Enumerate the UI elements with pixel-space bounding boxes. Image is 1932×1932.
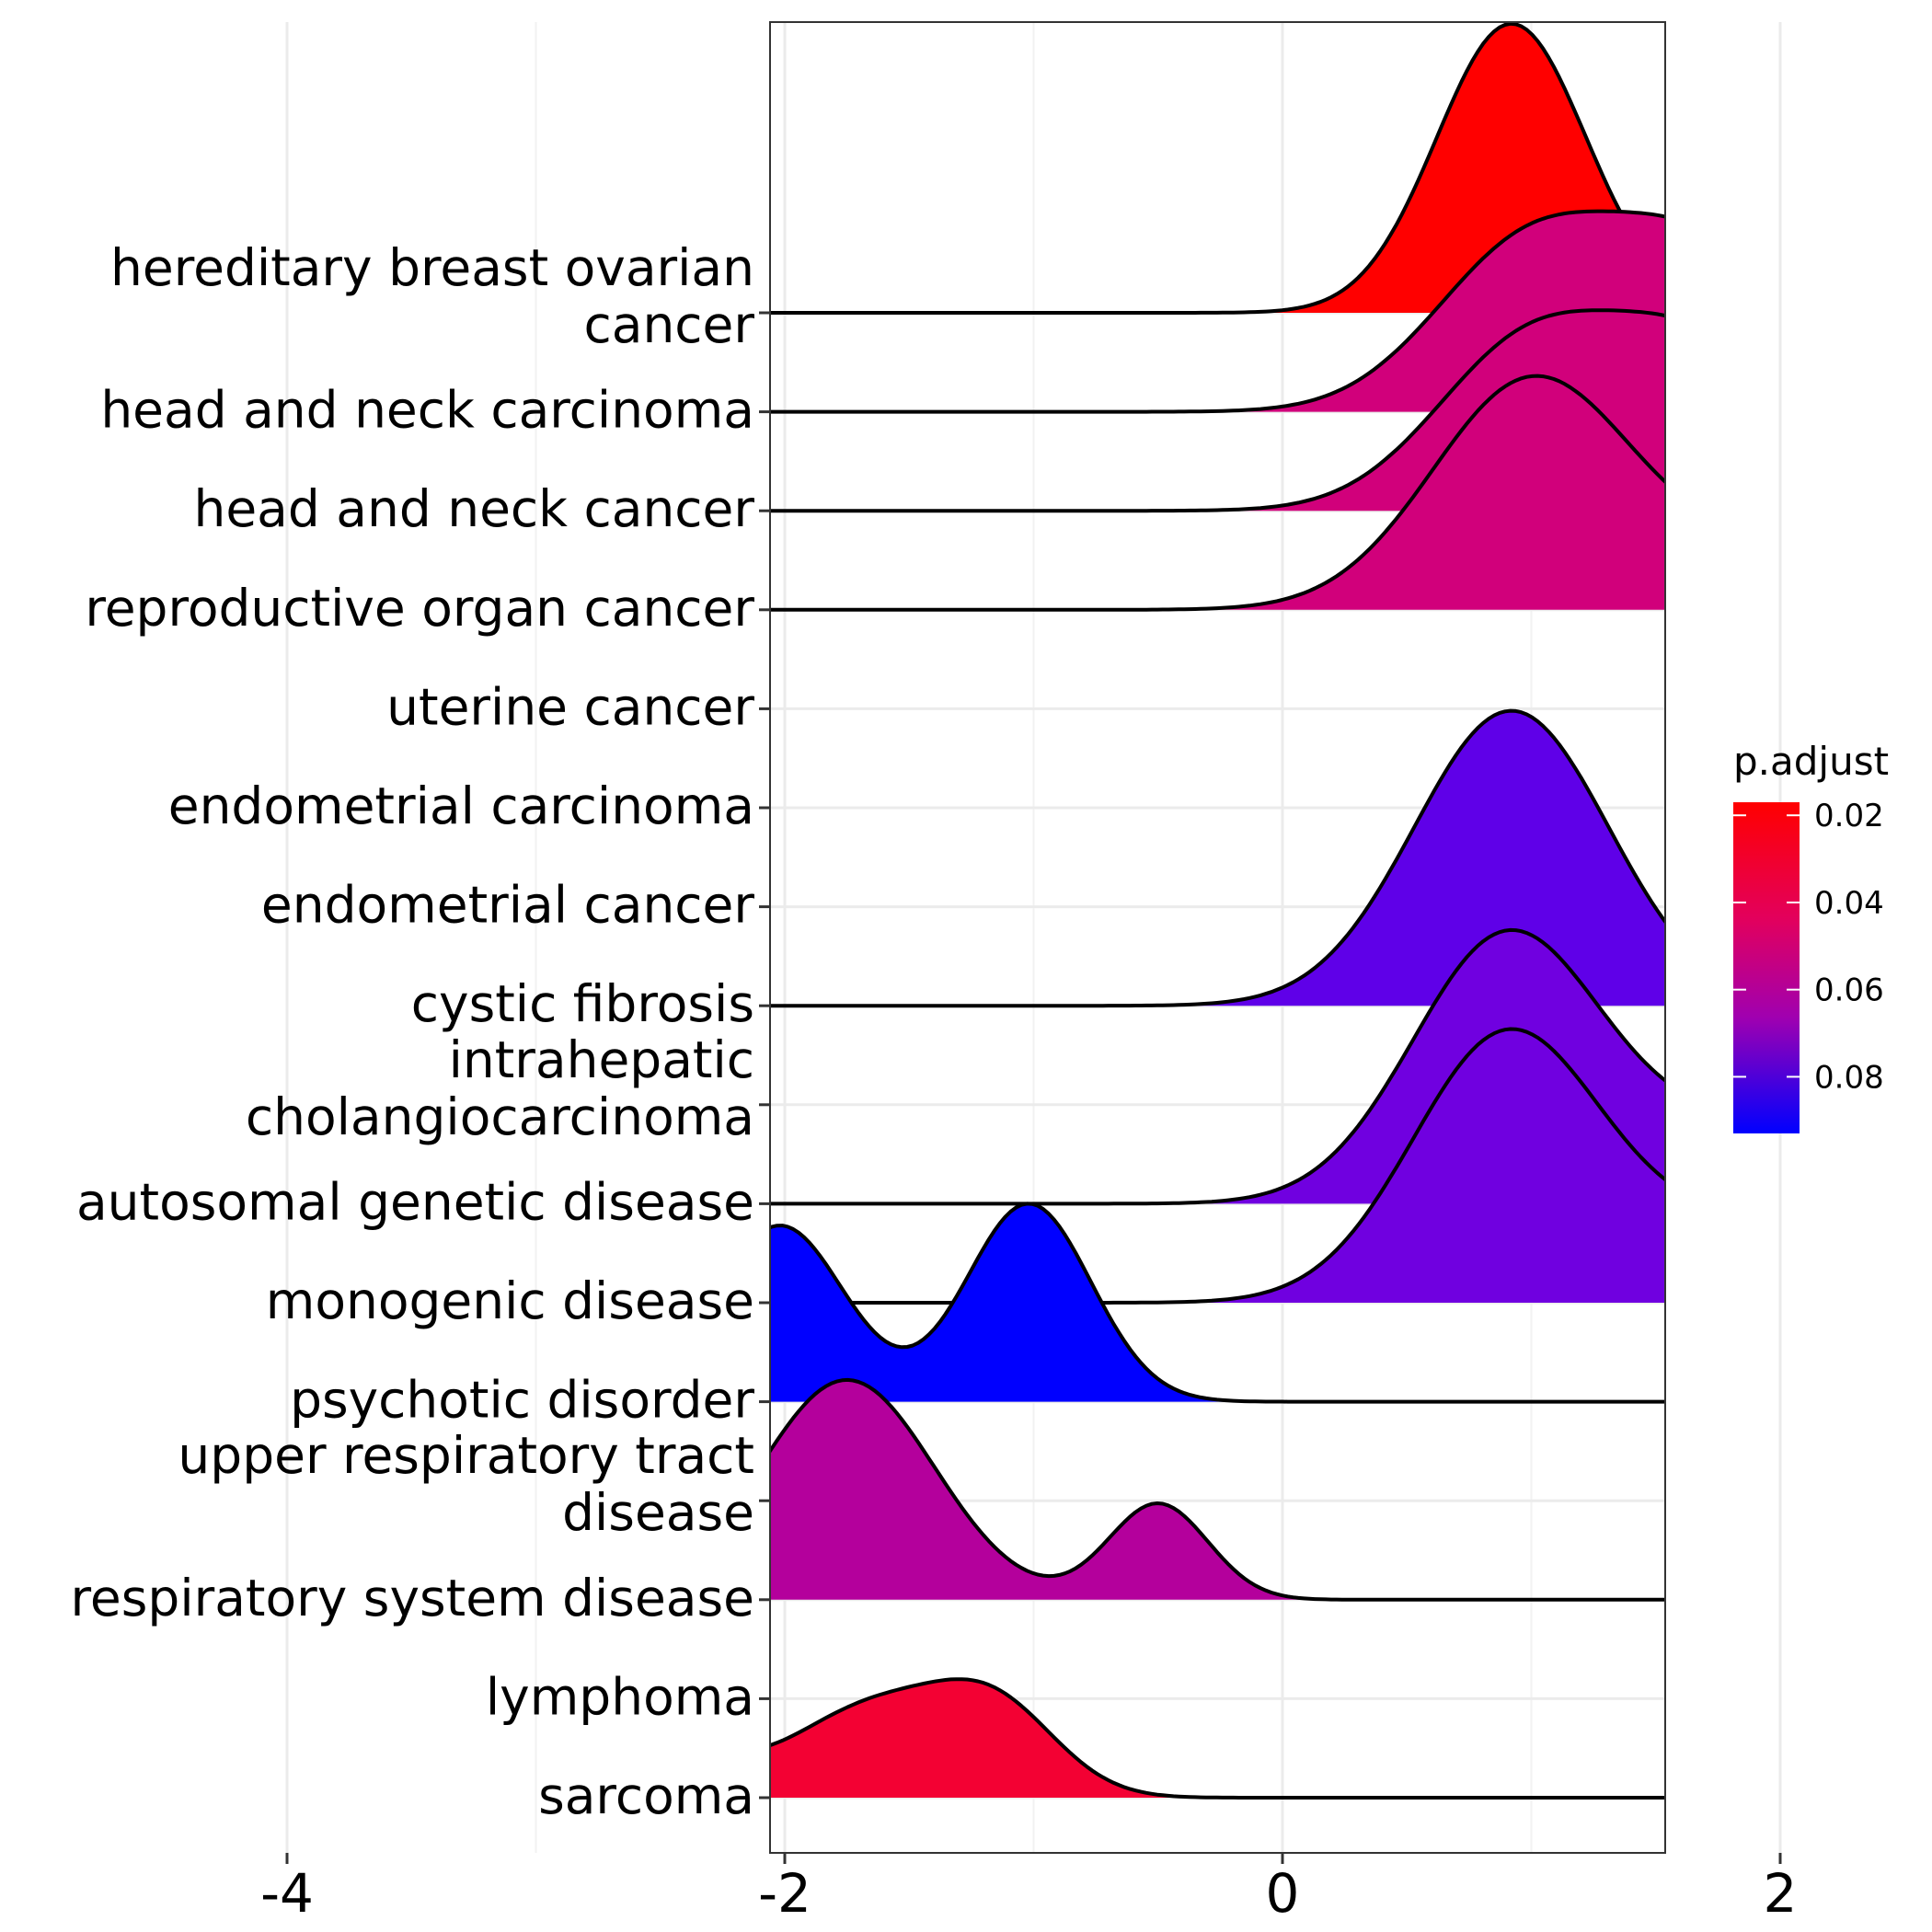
category-label: reproductive organ cancer (85, 579, 754, 638)
ridge-fill (770, 1203, 1665, 1402)
category-label: endometrial cancer (261, 876, 754, 935)
category-label-line: intrahepatic (449, 1030, 754, 1089)
category-label-line: endometrial cancer (261, 876, 754, 935)
ridge-outline (770, 1027, 1665, 1305)
ridge-outline (770, 1377, 1665, 1602)
color-legend: p.adjust 0.02 0.04 0.06 0.08 (1733, 739, 1889, 1133)
x-tick-label: 2 (1764, 1862, 1798, 1925)
category-label: head and neck cancer (193, 479, 754, 538)
category-label: respiratory system disease (71, 1569, 754, 1627)
ridge-outline (770, 708, 1665, 1008)
ridge-fill (770, 211, 1665, 412)
category-label-line: endometrial carcinoma (168, 776, 754, 835)
category-label-line: head and neck carcinoma (100, 381, 754, 440)
category-label-line: sarcoma (538, 1766, 754, 1825)
category-label: uterine cancer (386, 677, 754, 736)
ridge-fill (770, 1679, 1665, 1798)
x-tick-label: -2 (758, 1862, 811, 1925)
category-label-line: psychotic disorder (290, 1371, 754, 1430)
category-label: cystic fibrosis (411, 974, 754, 1033)
ridge-outline (770, 927, 1665, 1206)
ridge-respiratory-system-disease (770, 1377, 1665, 1602)
category-label-line: cancer (584, 295, 755, 354)
legend-colorbar (1733, 802, 1800, 1133)
category-label: head and neck carcinoma (100, 381, 754, 440)
ridge-cystic-fibrosis (770, 708, 1665, 1008)
legend-tick-label: 0.06 (1814, 972, 1884, 1009)
ridge-monogenic-disease (770, 1027, 1665, 1305)
category-label-line: respiratory system disease (71, 1569, 754, 1627)
legend-ticks: 0.02 0.04 0.06 0.08 (1733, 798, 1884, 1096)
category-label-line: lymphoma (486, 1667, 754, 1726)
ridges (770, 22, 1665, 1800)
ridge-head-and-neck-carcinoma (770, 209, 1665, 414)
ridge-outline (770, 209, 1665, 414)
category-label-line: cholangiocarcinoma (246, 1087, 754, 1146)
legend-title: p.adjust (1733, 739, 1889, 784)
ridge-psychotic-disorder (770, 1202, 1665, 1404)
category-label-line: head and neck cancer (193, 479, 754, 538)
ridge-outline (770, 1677, 1665, 1800)
category-label: upper respiratory tract disease (178, 1426, 754, 1542)
category-label-line: disease (562, 1483, 754, 1542)
legend-tick-label: 0.04 (1814, 885, 1884, 922)
panel-border (769, 21, 1666, 1854)
category-label: lymphoma (486, 1667, 754, 1726)
category-label: psychotic disorder (290, 1371, 754, 1430)
category-label-line: upper respiratory tract (178, 1426, 754, 1485)
ridge-outline (770, 22, 1665, 315)
legend-tick-label: 0.08 (1814, 1059, 1884, 1096)
ridge-sarcoma (770, 1677, 1665, 1800)
ridge-reproductive-organ-cancer (770, 374, 1665, 612)
category-label-line: autosomal genetic disease (76, 1172, 754, 1231)
ridge-fill (770, 375, 1665, 610)
y-axis: sarcoma lymphoma respiratory system diseas… (71, 238, 770, 1825)
category-label: hereditary breast ovarian cancer (110, 238, 754, 354)
ridge-fill (770, 710, 1665, 1006)
x-axis: -4 -2 0 2 (260, 1853, 1797, 1925)
category-label-line: hereditary breast ovarian (110, 238, 754, 297)
ridge-hereditary-breast-ovarian-cancer (770, 22, 1665, 315)
x-tick-label: 0 (1266, 1862, 1300, 1925)
category-label: monogenic disease (266, 1271, 754, 1330)
x-tick-label: -4 (260, 1862, 314, 1925)
category-label-line: uterine cancer (386, 677, 754, 736)
category-label: autosomal genetic disease (76, 1172, 754, 1231)
ridge-outline (770, 308, 1665, 513)
legend-tick-label: 0.02 (1814, 798, 1884, 834)
category-label-line: reproductive organ cancer (85, 579, 754, 638)
ridge-outline (770, 374, 1665, 612)
category-label: endometrial carcinoma (168, 776, 754, 835)
ridge-fill (770, 23, 1665, 313)
ridge-fill (770, 1029, 1665, 1303)
category-label: intrahepatic cholangiocarcinoma (246, 1030, 754, 1146)
category-label: sarcoma (538, 1766, 754, 1825)
category-label-line: monogenic disease (266, 1271, 754, 1330)
category-label-line: cystic fibrosis (411, 974, 754, 1033)
ridge-outline (770, 1202, 1665, 1404)
